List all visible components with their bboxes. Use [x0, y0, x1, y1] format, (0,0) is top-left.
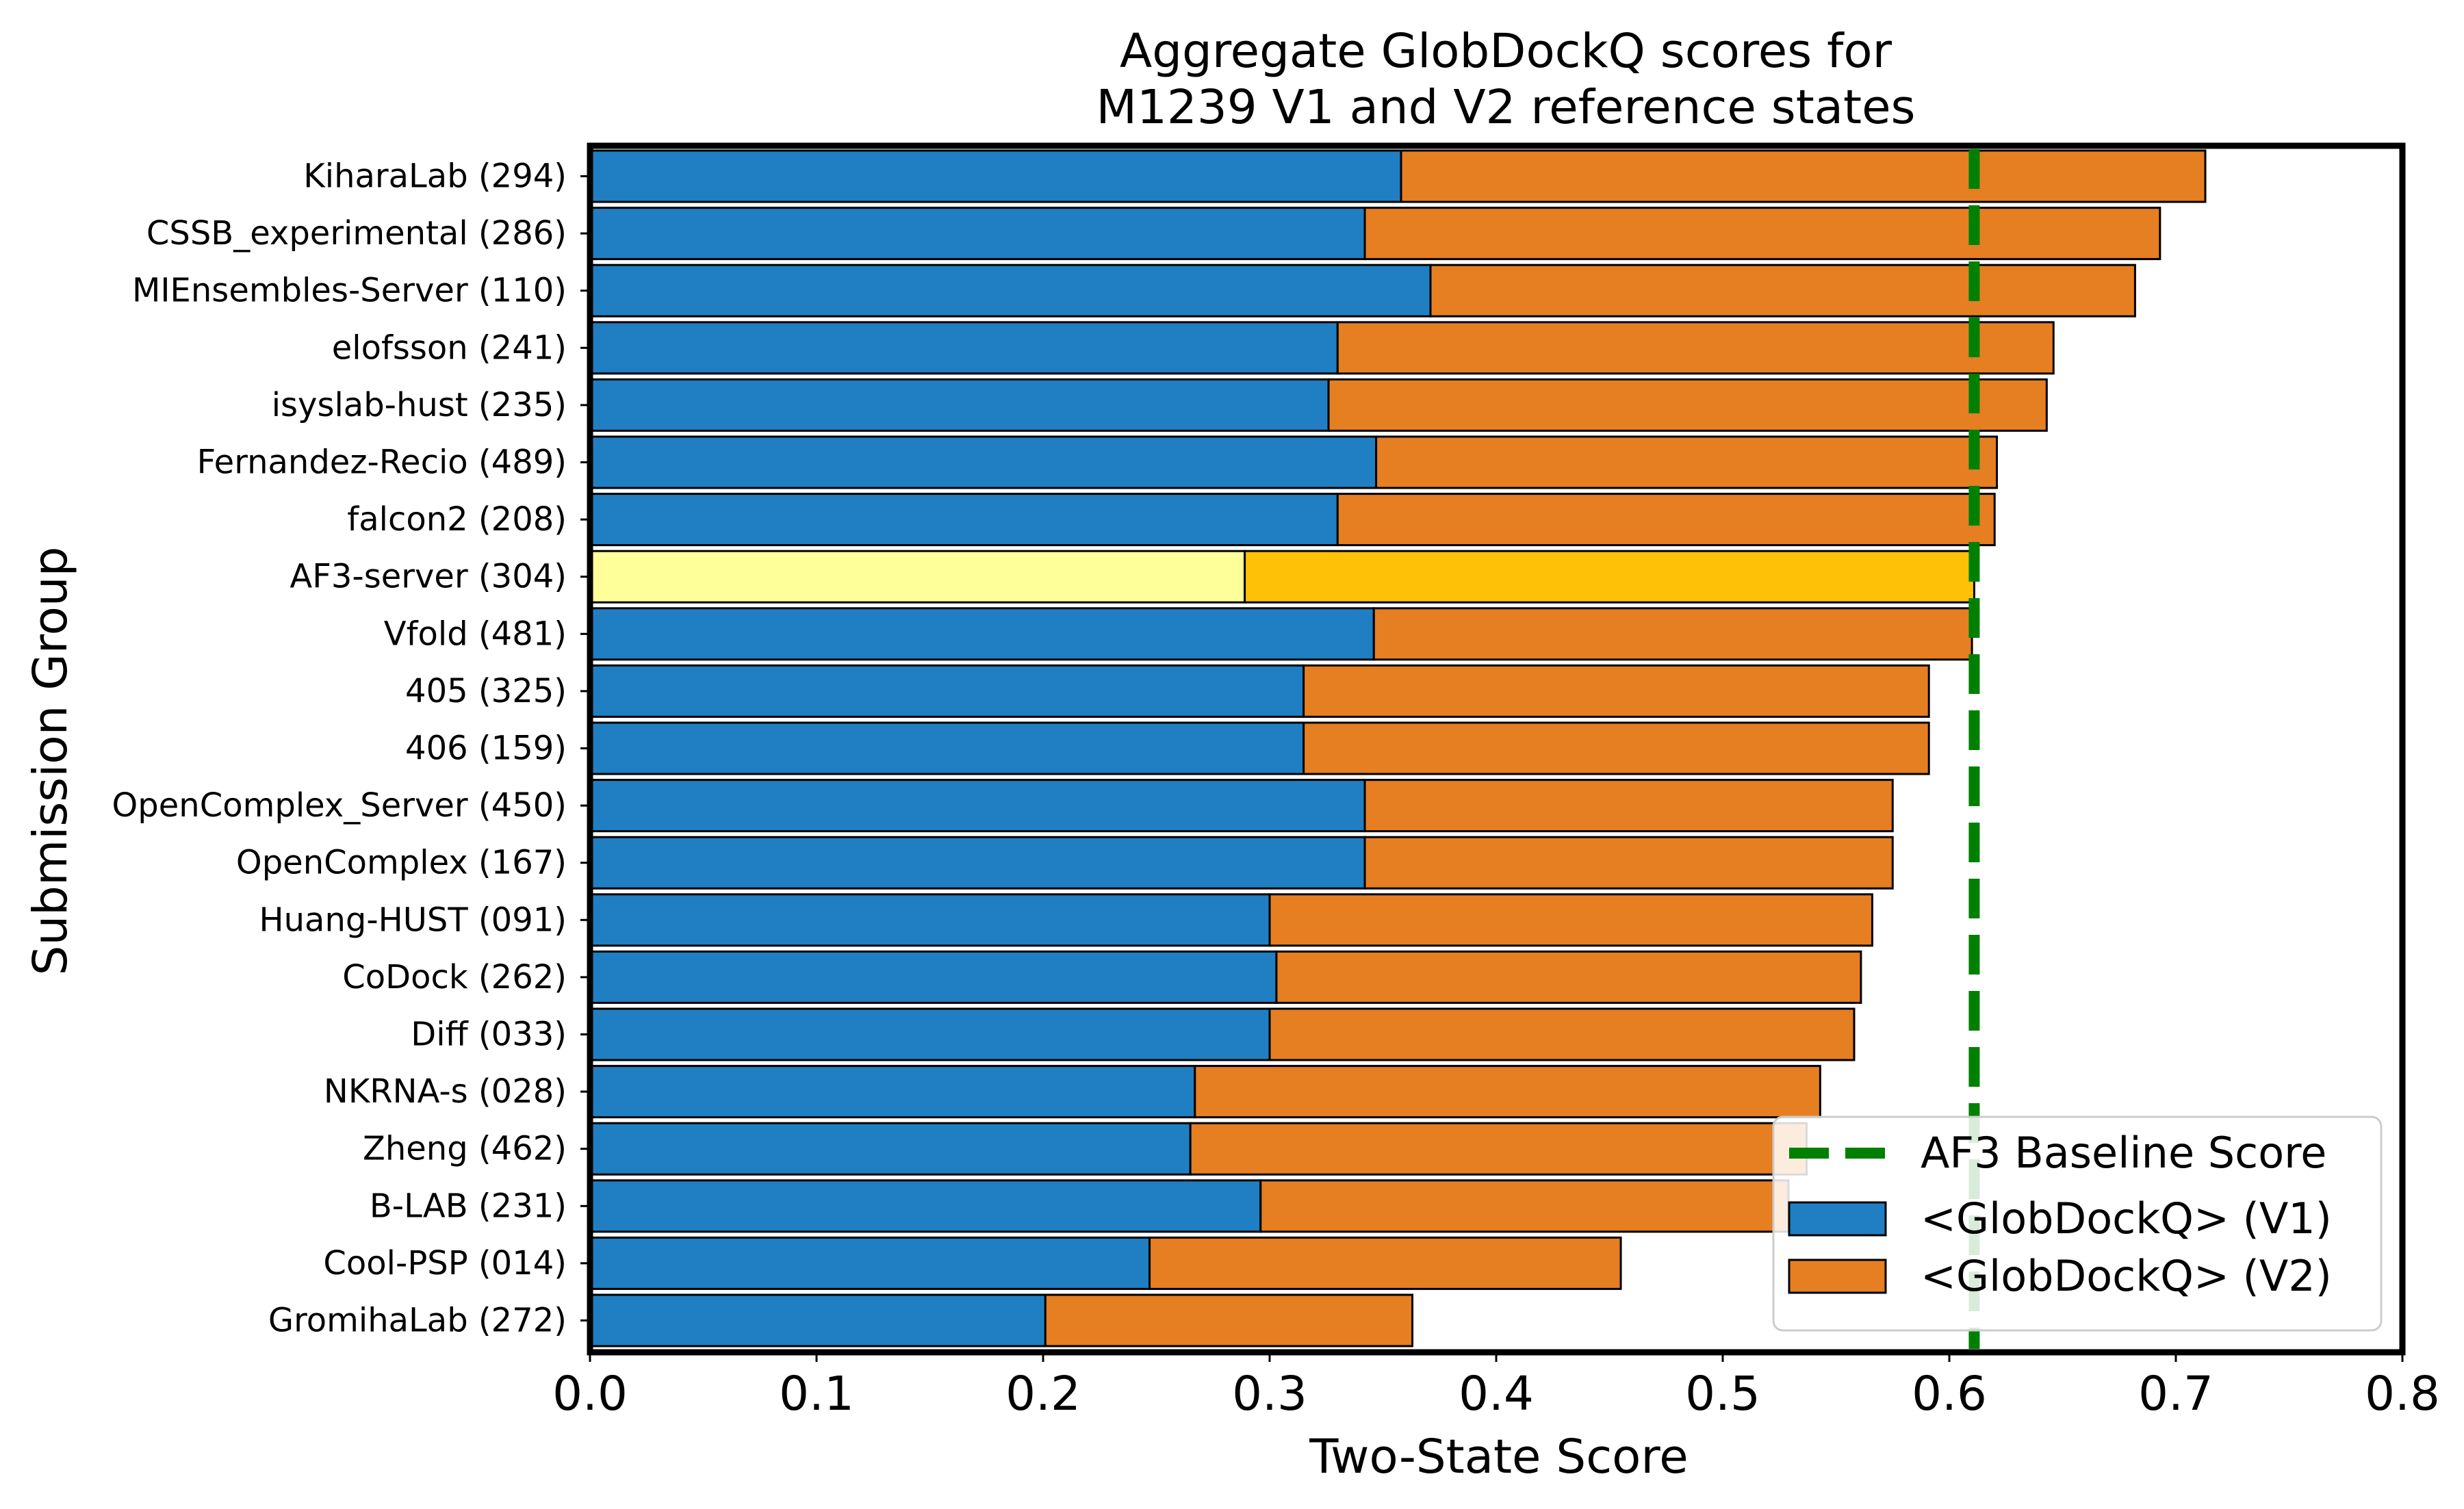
x-tick-label: 0.0 — [552, 1367, 628, 1421]
y-tick-label: OpenComplex (167) — [236, 844, 567, 882]
bar-v1 — [590, 265, 1430, 316]
bar-v1 — [590, 665, 1304, 717]
x-axis-label: Two-State Score — [1309, 1430, 1688, 1484]
bar-v2 — [1245, 551, 1975, 602]
x-tick-label: 0.8 — [2365, 1367, 2440, 1421]
y-tick-label: GromihaLab (272) — [268, 1302, 567, 1340]
bar-v2 — [1150, 1237, 1621, 1289]
x-tick-label: 0.7 — [2138, 1367, 2213, 1421]
legend: AF3 Baseline Score <GlobDockQ> (V1) <GlobD… — [1773, 1117, 2381, 1330]
bar-v1 — [590, 951, 1276, 1003]
bar-v1 — [590, 437, 1376, 488]
y-tick-label: Fernandez-Recio (489) — [197, 443, 567, 482]
y-tick-label: Vfold (481) — [384, 615, 567, 653]
bar-v2 — [1276, 951, 1861, 1003]
bar-v1 — [590, 894, 1270, 946]
bar-v2 — [1337, 322, 2053, 374]
bar-v1 — [590, 1009, 1270, 1060]
y-tick-label: Cool-PSP (014) — [323, 1244, 567, 1282]
y-tick-label: Huang-HUST (091) — [259, 901, 567, 939]
legend-swatch-v1 — [1789, 1202, 1886, 1235]
legend-swatch-v2 — [1789, 1260, 1886, 1293]
x-tick-label: 0.5 — [1685, 1367, 1760, 1421]
chart-title-line: Aggregate GlobDockQ scores for — [1120, 24, 1892, 79]
y-tick-label: elofsson (241) — [332, 328, 567, 367]
bar-v2 — [1190, 1123, 1806, 1174]
bar-v2 — [1376, 437, 1997, 488]
y-tick-label: NKRNA-s (028) — [324, 1072, 567, 1111]
chart-title: Aggregate GlobDockQ scores for M1239 V1 a… — [1096, 24, 1915, 135]
x-tick-label: 0.1 — [779, 1367, 854, 1421]
bar-v2 — [1270, 1009, 1854, 1060]
legend-label-v1: <GlobDockQ> (V1) — [1921, 1194, 2332, 1243]
y-tick-label: B-LAB (231) — [370, 1187, 567, 1225]
bar-v2 — [1401, 151, 2205, 202]
x-tick-label: 0.6 — [1912, 1367, 1987, 1421]
bar-v2 — [1337, 494, 1994, 545]
y-tick-labels: KiharaLab (294) CSSB_experimental (286) MI… — [112, 157, 590, 1340]
y-tick-label: CoDock (262) — [342, 958, 567, 996]
y-axis-label: Submission Group — [23, 547, 78, 976]
bar-v2 — [1365, 837, 1892, 888]
bar-v2 — [1365, 780, 1892, 831]
bar-v1 — [590, 322, 1337, 374]
y-tick-label: OpenComplex_Server (450) — [112, 786, 567, 825]
bar-v2 — [1304, 665, 1929, 717]
y-tick-label: KiharaLab (294) — [303, 157, 567, 196]
bar-v1 — [590, 151, 1401, 202]
y-tick-label: CSSB_experimental (286) — [146, 214, 567, 253]
x-tick-label: 0.3 — [1232, 1367, 1307, 1421]
bar-v2 — [1430, 265, 2135, 316]
y-tick-label: 406 (159) — [405, 730, 567, 768]
bar-v1 — [590, 837, 1365, 888]
bar-v1 — [590, 780, 1365, 831]
legend-label-baseline: AF3 Baseline Score — [1921, 1128, 2326, 1178]
bar-v1 — [590, 551, 1245, 602]
bar-v2 — [1195, 1066, 1821, 1118]
bar-v1 — [590, 1237, 1150, 1289]
y-tick-label: AF3-server (304) — [290, 558, 567, 596]
bar-v1 — [590, 608, 1374, 660]
bar-v1 — [590, 1181, 1261, 1232]
bar-v2 — [1045, 1295, 1412, 1346]
y-tick-label: isyslab-hust (235) — [272, 386, 567, 424]
bar-v1 — [590, 379, 1329, 430]
bar-v1 — [590, 494, 1337, 545]
bar-v1 — [590, 1295, 1045, 1346]
bar-v1 — [590, 1066, 1195, 1118]
x-tick-label: 0.4 — [1459, 1367, 1534, 1421]
bar-v1 — [590, 723, 1304, 774]
chart-title-line: M1239 V1 and V2 reference states — [1096, 80, 1915, 135]
x-tick-label: 0.2 — [1005, 1367, 1081, 1421]
y-tick-label: Diff (033) — [411, 1016, 567, 1054]
y-tick-label: Zheng (462) — [363, 1130, 567, 1168]
x-axis-ticks: 0.0 0.1 0.2 0.3 0.4 0.5 0.6 0.7 0.8 — [552, 1352, 2440, 1421]
y-tick-label: 405 (325) — [405, 672, 567, 710]
bar-v2 — [1329, 379, 2046, 430]
bar-v1 — [590, 1123, 1190, 1174]
y-tick-label: MIEnsembles-Server (110) — [132, 272, 567, 310]
legend-label-v2: <GlobDockQ> (V2) — [1921, 1251, 2332, 1301]
y-tick-label: falcon2 (208) — [347, 500, 567, 539]
bar-v2 — [1374, 608, 1972, 660]
bar-v2 — [1304, 723, 1929, 774]
bar-v2 — [1270, 894, 1872, 946]
bar-v2 — [1261, 1181, 1788, 1232]
bar-v1 — [590, 208, 1365, 259]
bar-v2 — [1365, 208, 2160, 259]
